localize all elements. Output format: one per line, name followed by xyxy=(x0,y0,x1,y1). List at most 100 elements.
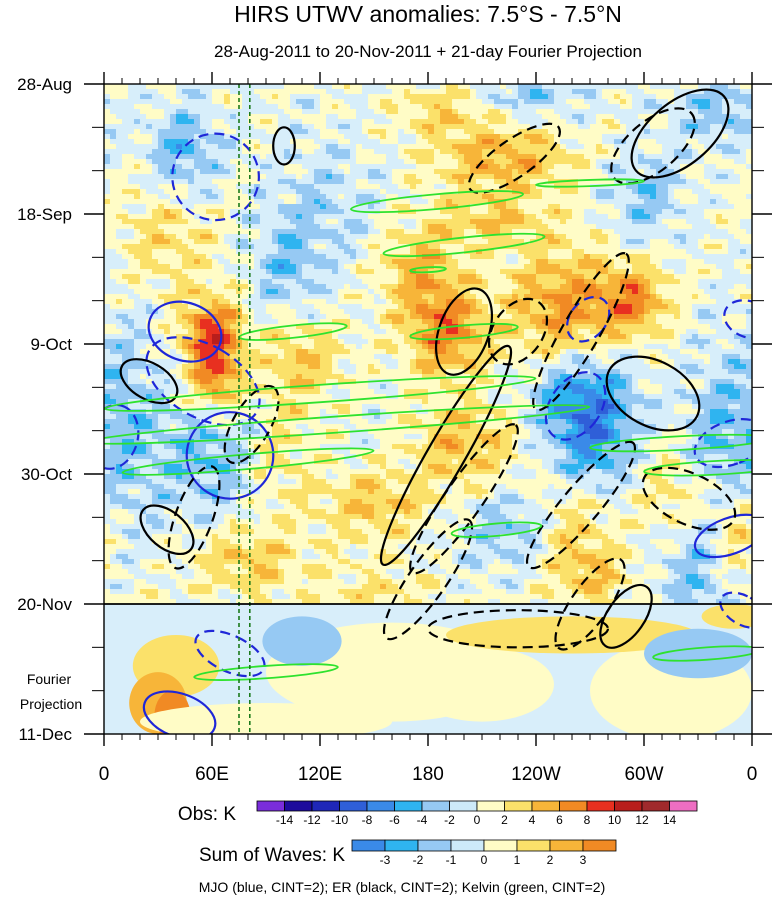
obs-cell xyxy=(740,359,752,364)
obs-cell xyxy=(188,94,206,99)
obs-cell xyxy=(314,544,338,549)
obs-cell xyxy=(230,519,236,524)
obs-cell xyxy=(464,369,488,374)
obs-cell xyxy=(434,409,446,414)
mjo-contour xyxy=(145,336,261,427)
obs-cell xyxy=(278,419,320,424)
obs-cell xyxy=(338,459,344,464)
obs-cell xyxy=(212,419,236,424)
obs-cell xyxy=(488,459,500,464)
obs-cell xyxy=(212,119,224,124)
obs-cell xyxy=(500,439,512,444)
obs-cell xyxy=(554,229,590,234)
obs-cell xyxy=(560,189,578,194)
obs-cell xyxy=(608,264,614,269)
obs-cell xyxy=(704,209,752,214)
obs-cell xyxy=(380,384,386,389)
obs-cell xyxy=(554,384,560,389)
obs-cell xyxy=(302,454,314,459)
obs-cell xyxy=(746,564,752,569)
obs-cell xyxy=(140,194,158,199)
obs-cell xyxy=(650,354,656,359)
obs-cell xyxy=(110,269,152,274)
obs-cell xyxy=(560,374,572,379)
obs-cell xyxy=(320,389,326,394)
obs-cell xyxy=(686,269,698,274)
obs-cell xyxy=(386,129,398,134)
obs-cell xyxy=(248,264,254,269)
obs-cell xyxy=(248,284,254,289)
obs-cell xyxy=(494,99,518,104)
obs-cell xyxy=(200,379,212,384)
obs-cell xyxy=(638,279,650,284)
obs-cell xyxy=(104,459,128,464)
obs-cell xyxy=(524,134,542,139)
obs-cell xyxy=(584,94,596,99)
obs-cell xyxy=(110,184,140,189)
obs-cell xyxy=(734,284,746,289)
obs-cell xyxy=(584,394,602,399)
obs-cell xyxy=(542,189,560,194)
obs-cell xyxy=(596,399,608,404)
obs-cell xyxy=(578,529,590,534)
obs-cell xyxy=(458,514,476,519)
obs-cell xyxy=(386,459,398,464)
obs-cell xyxy=(434,369,446,374)
obs-cell xyxy=(230,539,254,544)
obs-cell xyxy=(512,279,518,284)
obs-cell xyxy=(440,339,452,344)
obs-cell xyxy=(704,159,734,164)
obs-cell xyxy=(464,389,476,394)
obs-cell xyxy=(644,524,650,529)
obs-cell xyxy=(446,89,470,94)
obs-cell xyxy=(500,459,542,464)
obs-cell xyxy=(686,174,704,179)
obs-cell xyxy=(644,104,662,109)
obs-cell xyxy=(134,439,146,444)
obs-cell xyxy=(404,334,410,339)
obs-cell xyxy=(470,169,512,174)
obs-cell xyxy=(374,504,392,509)
obs-cell xyxy=(230,114,236,119)
obs-cell xyxy=(488,94,500,99)
obs-cell xyxy=(206,364,224,369)
obs-cell xyxy=(314,304,338,309)
obs-cell xyxy=(464,229,476,234)
obs-cell xyxy=(518,279,536,284)
obs-cell xyxy=(740,239,752,244)
obs-cell xyxy=(134,164,140,169)
obs-cell xyxy=(104,589,110,594)
obs-cell xyxy=(422,509,428,514)
obs-cell xyxy=(734,434,746,439)
obs-cell xyxy=(632,594,662,599)
obs-cell xyxy=(194,389,206,394)
obs-cell xyxy=(572,299,608,304)
obs-cell xyxy=(374,479,386,484)
obs-cell xyxy=(692,354,710,359)
obs-cell xyxy=(746,149,752,154)
obs-cell xyxy=(380,474,386,479)
obs-cell xyxy=(422,469,434,474)
colorbar-tick-label: 0 xyxy=(481,853,488,867)
obs-cell xyxy=(152,424,158,429)
colorbar-tick-label: -6 xyxy=(389,813,400,827)
obs-cell xyxy=(248,474,254,479)
obs-cell xyxy=(128,324,134,329)
obs-cell xyxy=(680,349,698,354)
obs-cell xyxy=(170,514,182,519)
obs-cell xyxy=(602,504,614,509)
obs-cell xyxy=(248,119,260,124)
obs-cell xyxy=(596,569,614,574)
obs-cell xyxy=(608,254,620,259)
obs-cell xyxy=(542,534,548,539)
obs-cell xyxy=(560,219,566,224)
obs-cell xyxy=(524,329,536,334)
obs-cell xyxy=(326,379,338,384)
obs-cell xyxy=(326,524,332,529)
obs-cell xyxy=(104,599,176,604)
obs-cell xyxy=(662,429,686,434)
obs-cell xyxy=(230,334,236,339)
obs-cell xyxy=(368,489,374,494)
obs-cell xyxy=(566,469,578,474)
obs-cell xyxy=(410,484,428,489)
